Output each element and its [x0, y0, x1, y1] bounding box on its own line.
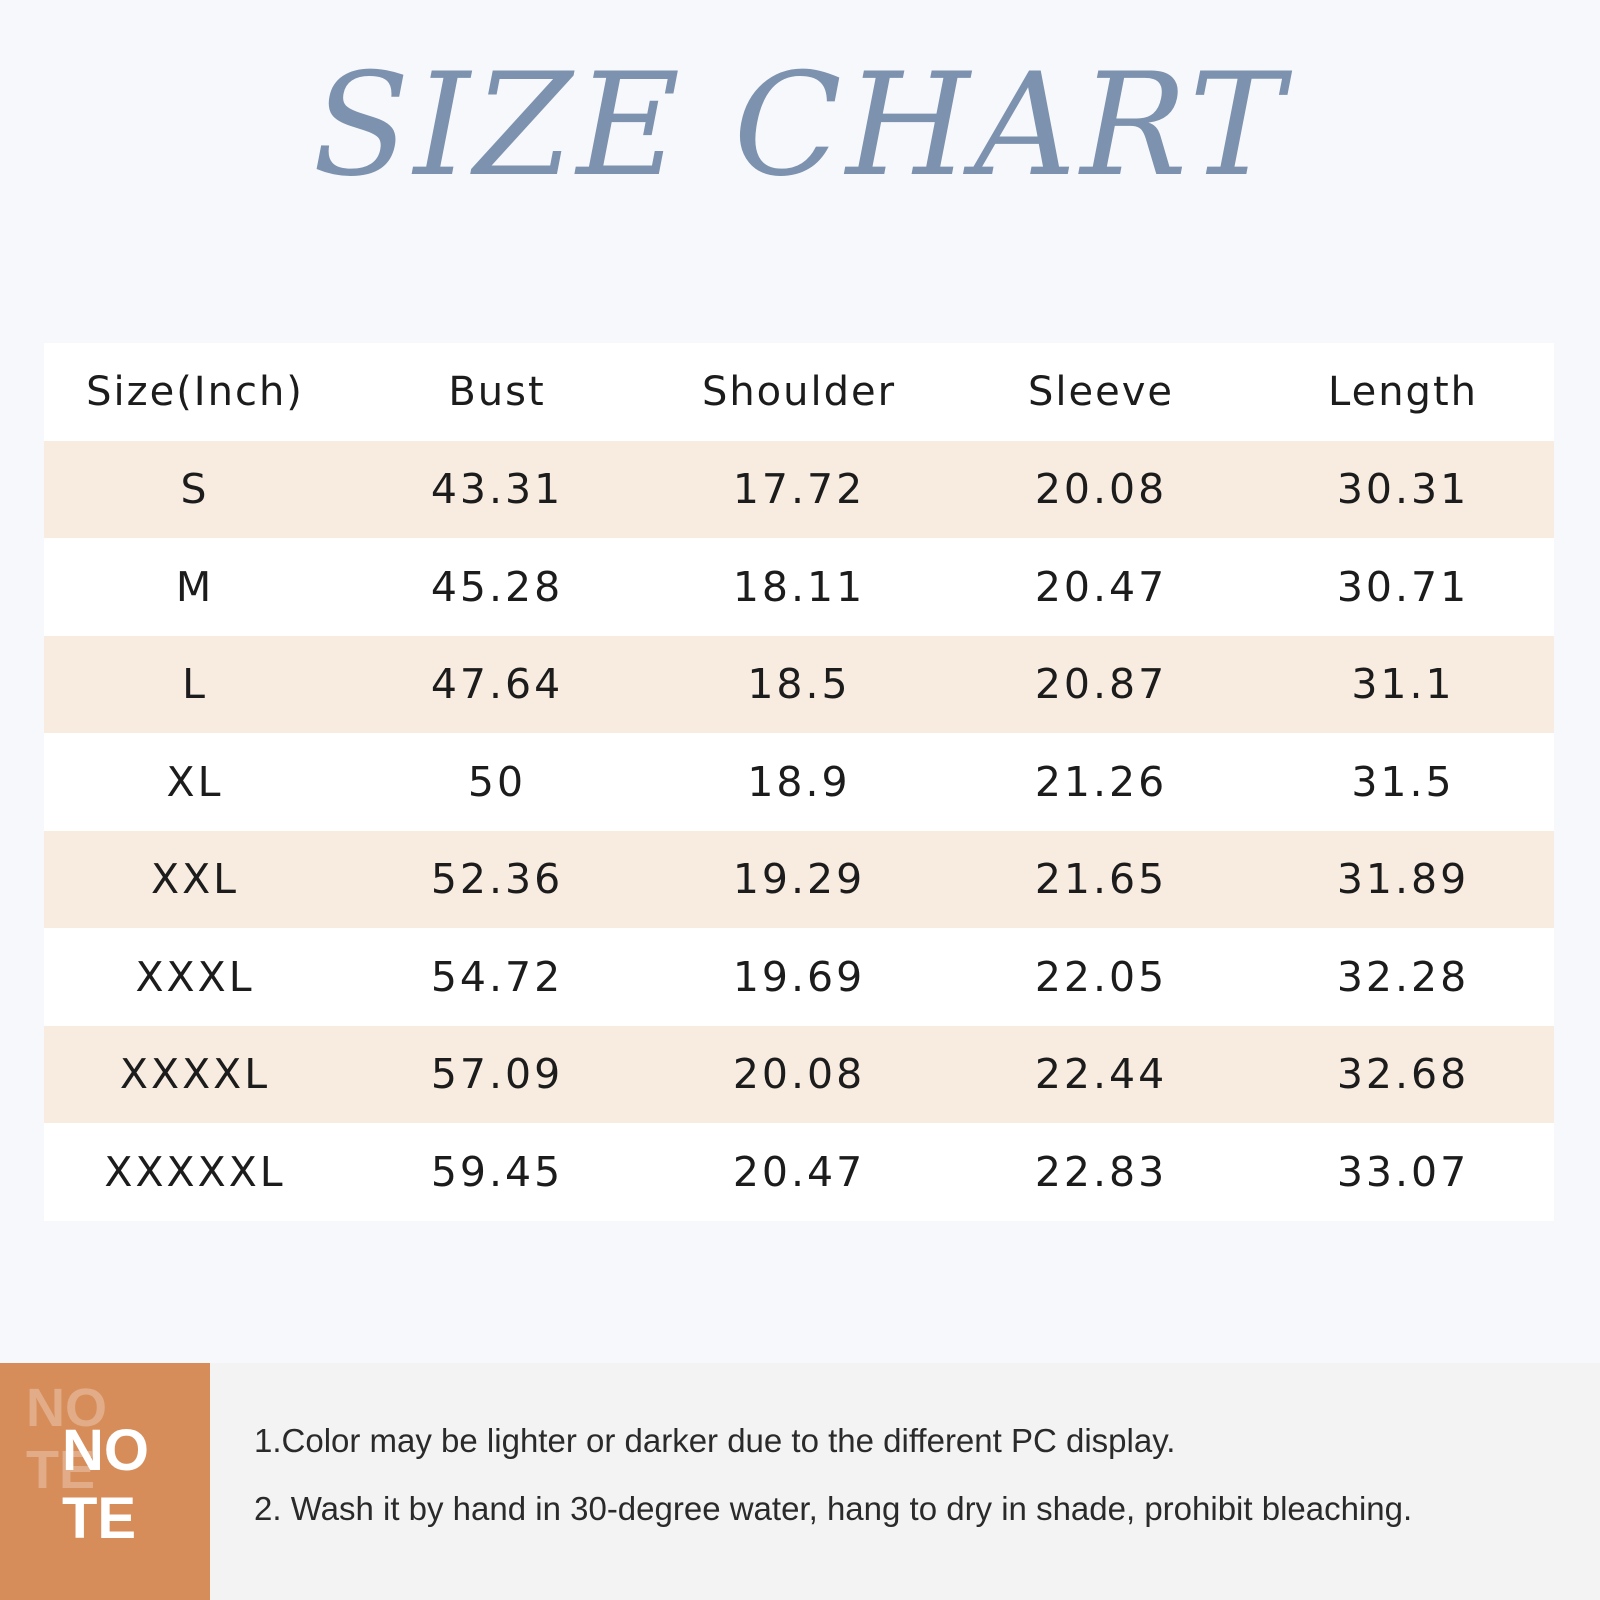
cell-sleeve: 22.83	[1034, 1147, 1168, 1196]
note-badge-top: NO	[62, 1418, 149, 1483]
cell-bust: 50	[467, 757, 527, 806]
cell-length: 31.5	[1351, 757, 1455, 806]
cell-length: 30.71	[1336, 562, 1470, 611]
cell-shoulder: 18.11	[732, 562, 866, 611]
note-badge-watermark-bottom: TE	[26, 1440, 96, 1500]
note-badge: NO TE NO TE	[0, 1363, 210, 1600]
cell-shoulder: 18.5	[747, 660, 851, 709]
table-row: XXXL 54.72 19.69 22.05 32.28	[44, 928, 1554, 1026]
note-badge-watermark: NO TE	[26, 1377, 107, 1501]
table-body: S 43.31 17.72 20.08 30.31 M 45.28 18.11 20.47 30.…	[44, 440, 1554, 1221]
cell-length: 32.28	[1336, 952, 1470, 1001]
cell-length: 32.68	[1336, 1050, 1470, 1099]
table-row: M 45.28 18.11 20.47 30.71	[44, 538, 1554, 636]
page-title: SIZE CHART	[312, 43, 1288, 208]
cell-sleeve: 20.47	[1034, 562, 1168, 611]
header-size: Size(Inch)	[86, 368, 304, 415]
table-row: XXXXXL 59.45 20.47 22.83 33.07	[44, 1123, 1554, 1221]
cell-shoulder: 19.29	[732, 855, 866, 904]
cell-length: 33.07	[1336, 1147, 1470, 1196]
cell-length: 30.31	[1336, 465, 1470, 514]
note-section: NO TE NO TE	[0, 1363, 1600, 1600]
cell-sleeve: 22.44	[1034, 1050, 1168, 1099]
cell-bust: 47.64	[430, 660, 564, 709]
cell-size: XXL	[150, 855, 240, 904]
table-row: S 43.31 17.72 20.08 30.31	[44, 440, 1554, 538]
cell-sleeve: 21.26	[1034, 757, 1168, 806]
table-row: XL 50 18.9 21.26 31.5	[44, 733, 1554, 831]
cell-shoulder: 18.9	[747, 757, 851, 806]
cell-length: 31.89	[1336, 855, 1470, 904]
cell-shoulder: 19.69	[732, 952, 866, 1001]
cell-bust: 52.36	[430, 855, 564, 904]
note-line-2: 2. Wash it by hand in 30-degree water, h…	[254, 1490, 1413, 1527]
header-sleeve: Sleeve	[1027, 368, 1174, 415]
cell-size: S	[180, 465, 210, 514]
cell-shoulder: 20.47	[732, 1147, 866, 1196]
cell-bust: 54.72	[430, 952, 564, 1001]
note-badge-watermark-top: NO	[26, 1378, 107, 1438]
cell-size: L	[182, 660, 208, 709]
cell-shoulder: 17.72	[732, 465, 866, 514]
cell-sleeve: 20.08	[1034, 465, 1168, 514]
cell-bust: 43.31	[430, 465, 564, 514]
size-table: Size(Inch) Bust Shoulder Sleeve Length S…	[44, 343, 1554, 1221]
table-row: XXXXL 57.09 20.08 22.44 32.68	[44, 1025, 1554, 1123]
cell-size: XXXXL	[119, 1050, 271, 1099]
cell-size: XXXXXL	[104, 1147, 286, 1196]
note-line-1: 1.Color may be lighter or darker due to …	[254, 1422, 1176, 1459]
header-shoulder: Shoulder	[701, 368, 897, 415]
cell-bust: 45.28	[430, 562, 564, 611]
note-badge-label: NO TE	[62, 1417, 149, 1553]
cell-size: M	[175, 562, 215, 611]
cell-size: XL	[166, 757, 224, 806]
table-header-row: Size(Inch) Bust Shoulder Sleeve Length	[44, 343, 1554, 441]
table-row: XXL 52.36 19.29 21.65 31.89	[44, 830, 1554, 928]
header-bust: Bust	[448, 368, 546, 415]
cell-sleeve: 22.05	[1034, 952, 1168, 1001]
cell-bust: 57.09	[430, 1050, 564, 1099]
note-badge-bottom: TE	[62, 1486, 137, 1551]
cell-shoulder: 20.08	[732, 1050, 866, 1099]
cell-sleeve: 21.65	[1034, 855, 1168, 904]
cell-length: 31.1	[1351, 660, 1455, 709]
header-length: Length	[1328, 368, 1478, 415]
cell-sleeve: 20.87	[1034, 660, 1168, 709]
table-row: L 47.64 18.5 20.87 31.1	[44, 635, 1554, 733]
cell-size: XXXL	[135, 952, 255, 1001]
cell-bust: 59.45	[430, 1147, 564, 1196]
